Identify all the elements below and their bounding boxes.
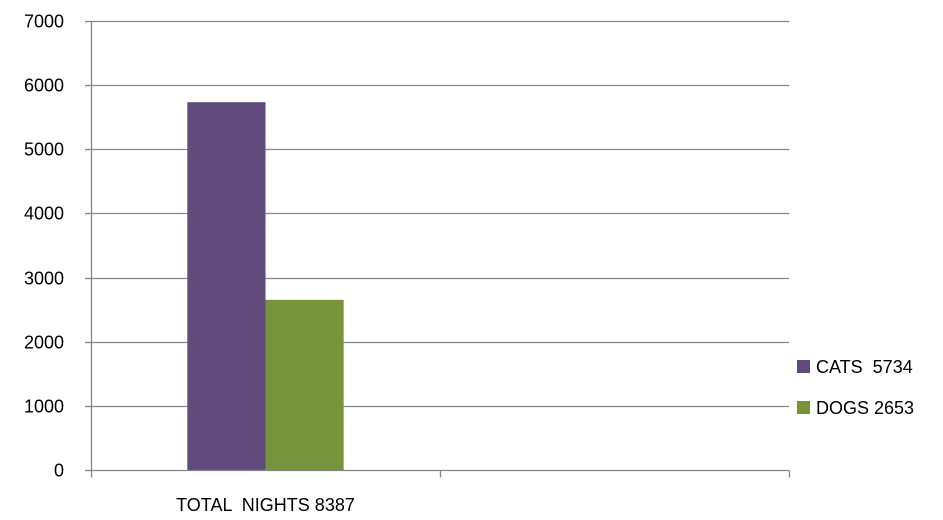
- y-tick-label: 3000: [24, 269, 64, 289]
- y-axis-tick-labels: 0 1000 2000 3000 4000 5000 6000 7000: [24, 12, 64, 481]
- y-tick-label: 7000: [24, 12, 64, 32]
- legend-swatch: [797, 401, 810, 414]
- legend-label: DOGS 2653: [816, 398, 914, 418]
- x-axis-category-labels: TOTAL NIGHTS 8387: [176, 495, 355, 515]
- bar-cats: [187, 102, 266, 470]
- legend-swatch: [797, 360, 810, 373]
- bar-dogs: [265, 299, 344, 470]
- y-tick-label: 1000: [24, 397, 64, 417]
- y-tick-label: 2000: [24, 333, 64, 353]
- y-tick-label: 5000: [24, 140, 64, 160]
- y-tick-label: 6000: [24, 76, 64, 96]
- y-tick-label: 4000: [24, 204, 64, 224]
- legend-label: CATS 5734: [816, 357, 913, 377]
- axes: [85, 20, 791, 478]
- x-category-label: TOTAL NIGHTS 8387: [176, 495, 355, 515]
- y-tick-label: 0: [54, 461, 64, 481]
- bars: [187, 102, 344, 470]
- legend: CATS 5734 DOGS 2653: [797, 357, 914, 418]
